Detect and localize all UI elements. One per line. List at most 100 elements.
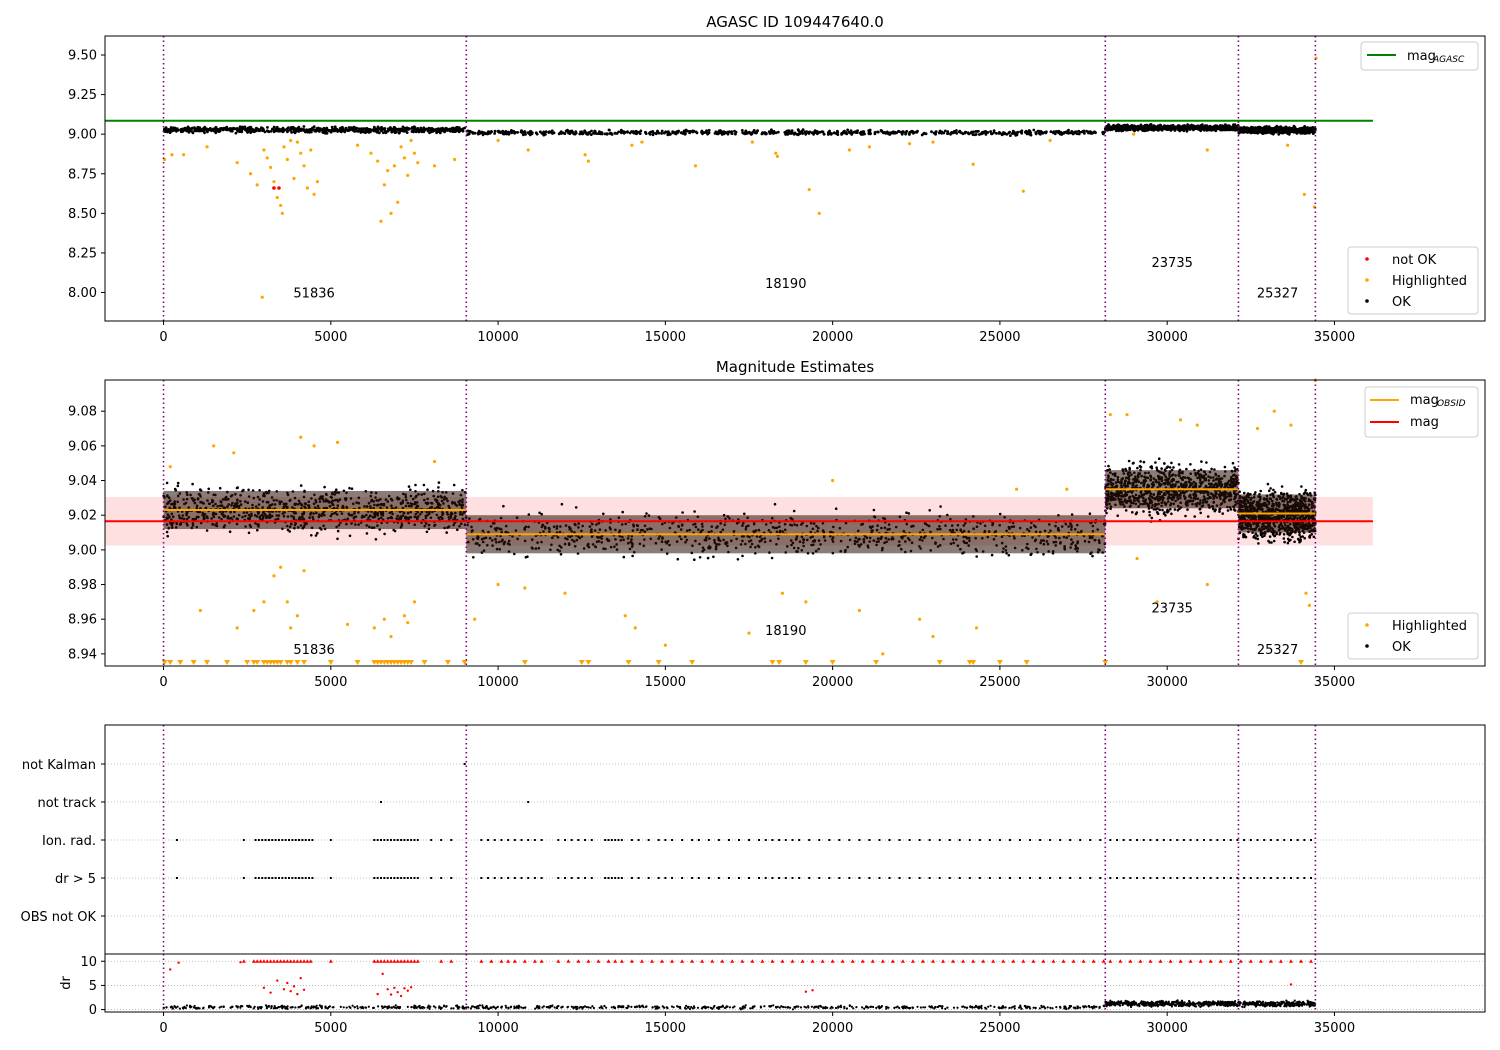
ok-point (255, 127, 258, 131)
ok-point (1127, 459, 1131, 463)
ok-point (455, 129, 459, 133)
ok-point (975, 555, 978, 558)
ok-point (307, 129, 310, 133)
ok-point (477, 129, 481, 133)
ok-point (314, 534, 318, 537)
highlighted-point (335, 440, 340, 444)
ok-point (901, 130, 905, 134)
ok-point (1200, 124, 1203, 127)
ok-point (524, 555, 528, 559)
legend-status-swatch (1365, 278, 1369, 282)
ok-point (258, 128, 262, 132)
ok-point (907, 512, 911, 515)
ok-point (1201, 127, 1204, 131)
ok-point (269, 129, 273, 133)
ok-point (855, 130, 859, 133)
ok-point (897, 129, 901, 133)
ok-point (684, 128, 688, 132)
ok-point (1183, 126, 1187, 130)
ok-point (1063, 131, 1066, 134)
obs-label: 51836 (293, 286, 334, 301)
ok-point (608, 128, 611, 132)
legend-status-swatch (1365, 257, 1369, 261)
ok-point (316, 531, 319, 535)
ok-point (181, 129, 184, 133)
ok-point (822, 132, 826, 136)
ok-point (1169, 127, 1173, 131)
ok-point (1003, 131, 1006, 135)
highlighted-point (255, 183, 259, 187)
panel-agasc-x-tick-label: 30000 (1147, 330, 1188, 345)
ok-point (977, 129, 980, 133)
highlighted-point (473, 617, 477, 621)
ok-point (347, 128, 350, 132)
highlighted-point (1015, 487, 1019, 491)
ok-point (426, 129, 430, 133)
highlighted-point (302, 569, 306, 573)
highlighted-point (780, 591, 785, 595)
highlighted-point (623, 614, 627, 618)
ok-point (1011, 130, 1015, 133)
ok-point (509, 130, 512, 134)
ok-point (1008, 130, 1011, 134)
highlighted-point (170, 153, 174, 157)
ok-point (1188, 124, 1192, 128)
ok-point (347, 126, 351, 129)
ok-point (364, 131, 367, 135)
ok-point (448, 129, 452, 133)
ok-point (633, 131, 637, 135)
ok-point (590, 129, 593, 133)
ok-point (172, 126, 175, 130)
ok-point (803, 130, 807, 134)
ok-point (1131, 125, 1134, 129)
highlighted-point (396, 200, 400, 204)
ok-point (463, 126, 467, 130)
not-ok-point (277, 186, 281, 190)
ok-point (524, 133, 527, 136)
ok-point (208, 128, 212, 132)
ok-point (1279, 127, 1283, 131)
ok-point (407, 485, 411, 488)
ok-point (637, 131, 641, 134)
ok-point (911, 130, 914, 133)
highlighted-point (406, 173, 410, 177)
ok-point (505, 132, 509, 136)
ok-point (221, 128, 225, 132)
ok-point (872, 508, 876, 512)
ok-point (905, 129, 909, 133)
ok-point (165, 130, 169, 134)
ok-point (316, 128, 320, 132)
ok-point (452, 483, 456, 487)
ok-point (1280, 130, 1284, 133)
highlighted-point (747, 631, 751, 635)
panel-agasc-y-tick-label: 8.50 (68, 207, 97, 222)
highlighted-point (382, 617, 386, 621)
highlighted-point (198, 608, 202, 613)
ok-point (436, 129, 440, 133)
highlighted-point (750, 140, 754, 144)
highlighted-point (312, 444, 316, 448)
highlighted-point (212, 444, 216, 448)
highlighted-point (1205, 148, 1209, 152)
highlighted-point (252, 608, 256, 613)
ok-point (706, 132, 709, 136)
ok-point (359, 127, 363, 131)
ok-point (772, 131, 776, 135)
ok-point (544, 130, 548, 134)
ok-point (807, 130, 811, 134)
ok-point (281, 126, 285, 130)
ok-point (205, 529, 209, 532)
ok-point (654, 132, 658, 136)
ok-point (744, 129, 748, 133)
ok-point (933, 132, 937, 136)
ok-point (688, 131, 691, 135)
highlighted-point (804, 600, 808, 604)
ok-point (435, 131, 438, 135)
ok-point (736, 558, 740, 561)
ok-point (1090, 131, 1094, 135)
ok-point (171, 129, 175, 132)
ok-point (1088, 512, 1092, 515)
ok-point (437, 486, 440, 489)
highlighted-point (867, 145, 872, 149)
highlighted-point (272, 574, 276, 578)
